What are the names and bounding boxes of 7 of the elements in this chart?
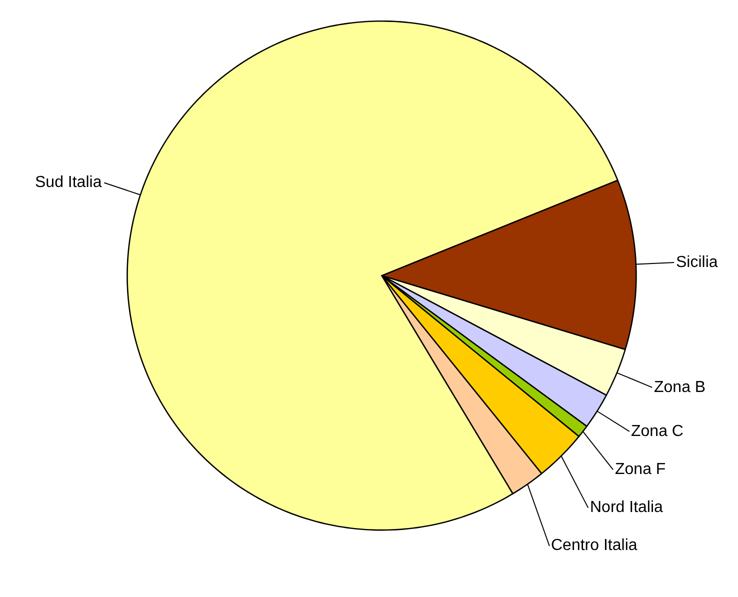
- slice-label: Centro Italia: [551, 537, 638, 554]
- slice-label: Sicilia: [676, 254, 718, 271]
- slice-label: Zona C: [631, 423, 684, 440]
- slice-label: Sud Italia: [35, 174, 102, 191]
- slice-label: Zona B: [654, 379, 706, 396]
- slice-label: Zona F: [615, 461, 666, 478]
- slice-label: Nord Italia: [590, 499, 664, 516]
